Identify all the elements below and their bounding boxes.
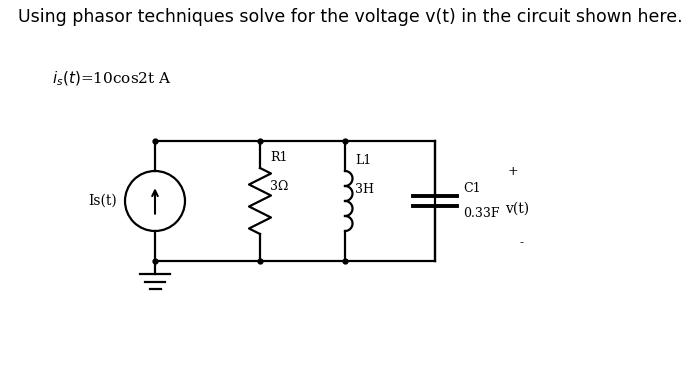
Text: Is(t): Is(t) — [88, 194, 117, 208]
Text: R1: R1 — [270, 151, 288, 164]
Text: C1: C1 — [463, 182, 481, 195]
Text: L1: L1 — [355, 154, 371, 167]
Text: -: - — [520, 236, 524, 250]
Text: 0.33F: 0.33F — [463, 207, 500, 220]
Text: 3Ω: 3Ω — [270, 180, 288, 193]
Text: Using phasor techniques solve for the voltage v(t) in the circuit shown here.: Using phasor techniques solve for the vo… — [18, 8, 682, 26]
Text: 3H: 3H — [355, 183, 374, 196]
Text: v(t): v(t) — [505, 202, 529, 216]
Text: $i_s(t)$=10cos2t A: $i_s(t)$=10cos2t A — [52, 70, 172, 89]
Text: +: + — [508, 164, 519, 178]
